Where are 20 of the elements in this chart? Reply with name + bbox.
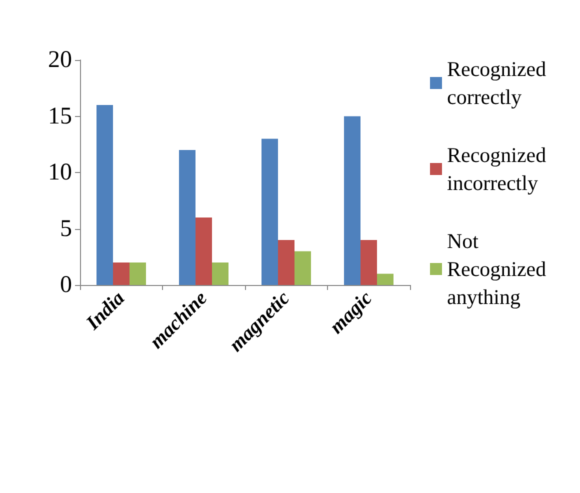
- bar: [360, 240, 377, 285]
- legend-label: Recognized correctly: [447, 57, 552, 109]
- bar: [113, 262, 130, 285]
- legend-label: Not Recognized anything: [447, 229, 552, 309]
- y-tick-label: 20: [48, 47, 72, 73]
- bar: [179, 150, 196, 285]
- bar: [96, 105, 113, 285]
- bar: [262, 138, 278, 285]
- y-tick-label: 0: [60, 272, 72, 298]
- bar: [377, 274, 394, 285]
- bar: [344, 116, 360, 285]
- y-tick-label: 5: [60, 216, 72, 242]
- y-tick-label: 10: [48, 160, 72, 186]
- bar: [196, 218, 212, 285]
- bar: [278, 240, 294, 285]
- legend-label: Recognized incorrectly: [447, 143, 552, 195]
- bar: [212, 262, 228, 285]
- bar: [294, 251, 311, 285]
- y-tick-label: 15: [48, 103, 72, 130]
- bar: [130, 262, 146, 285]
